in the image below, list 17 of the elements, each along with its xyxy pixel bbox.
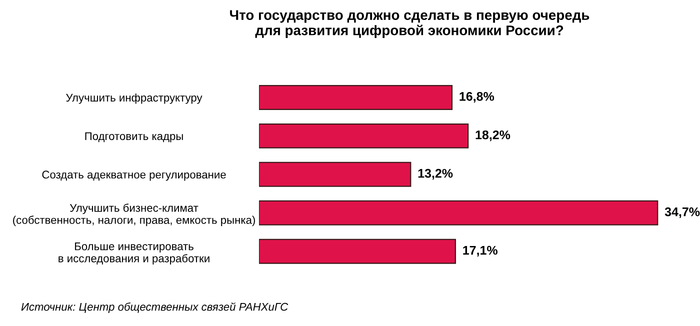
bar — [259, 162, 412, 187]
bar — [259, 200, 658, 226]
data-label: 34,7% — [664, 207, 700, 218]
data-label: 17,1% — [463, 246, 498, 257]
y-tick-label: Создать адекватное регулирование — [42, 170, 226, 181]
bar — [259, 84, 453, 110]
chart-title: Что государство должно сделать в первую очередь для развития цифровой экономики России? — [230, 10, 590, 38]
y-tick-label: Подготовить кадры — [85, 132, 183, 142]
text: Источник: Центр общественных связей РАНХиГС — [21, 302, 288, 313]
bar — [259, 123, 469, 148]
data-label: 13,2% — [418, 168, 453, 180]
y-tick-label: Улучшить инфраструктуру — [66, 93, 202, 104]
y-tick-label: Улучшить бизнес-климат (собственность, налоги, права, емкость рынка) — [13, 204, 255, 226]
bar — [259, 238, 456, 264]
y-tick-label: Больше инвестировать в исследования и разработки — [58, 242, 210, 265]
data-label: 16,8% — [460, 92, 494, 103]
data-label: 18,2% — [476, 130, 510, 142]
